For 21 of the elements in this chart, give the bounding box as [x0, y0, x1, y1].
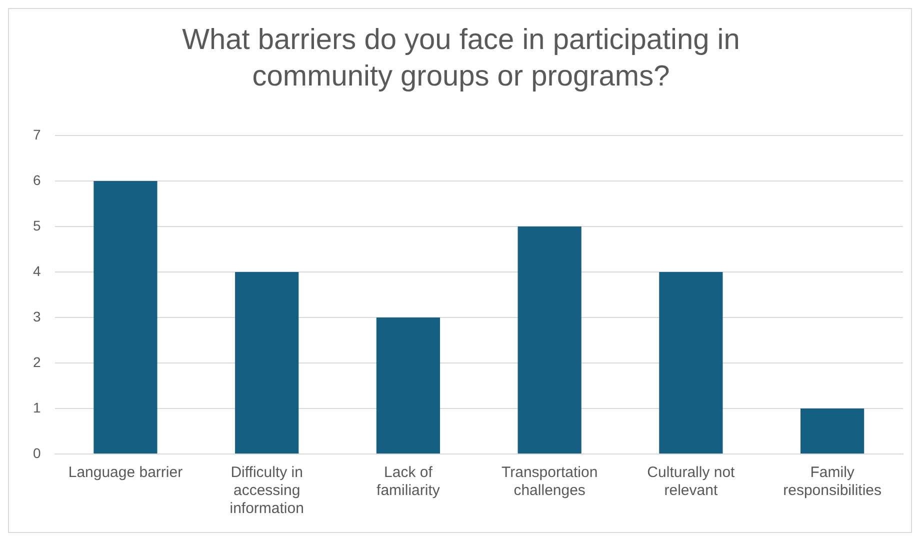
y-tick-label: 5 [32, 217, 41, 234]
y-tick-label: 0 [32, 444, 41, 461]
chart-title: What barriers do you face in participating in community groups or programs? [182, 24, 740, 92]
bar [518, 226, 582, 454]
x-tick-label: Language barrier [68, 464, 183, 482]
x-tick-label: Culturally not relevant [647, 464, 736, 500]
y-tick-label: 6 [32, 172, 41, 188]
x-tick-label: Family responsibilities [783, 464, 882, 500]
y-tick-label: 7 [32, 126, 41, 142]
y-tick-label: 4 [32, 262, 41, 279]
bar [376, 318, 440, 454]
bar [659, 272, 723, 454]
y-tick-label: 1 [32, 399, 41, 416]
x-tick-label: Difficulty in accessing information [230, 464, 304, 518]
x-tick-label: Lack of familiarity [376, 464, 440, 500]
x-tick-label: Transportation challenges [501, 464, 598, 500]
bar [235, 272, 299, 454]
bar [800, 408, 864, 454]
bar [94, 181, 158, 454]
y-tick-label: 3 [32, 308, 41, 324]
y-tick-label: 2 [32, 354, 41, 370]
